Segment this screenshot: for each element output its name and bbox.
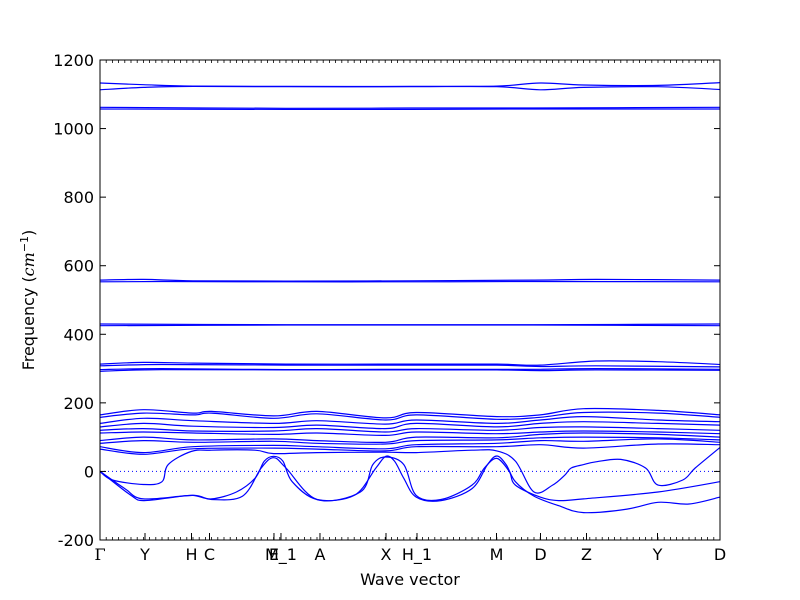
x-axis-label: Wave vector (360, 570, 460, 589)
band-line-17 (99, 426, 721, 433)
band-line-8 (99, 324, 721, 327)
y-axis-label-text: Frequency ( (19, 276, 38, 370)
x-tick-label: M (490, 545, 504, 564)
y-axis-label-unit: cm (19, 252, 38, 276)
band-line-11 (99, 367, 721, 371)
band-line-10 (99, 363, 721, 368)
y-tick-layer: -200 0 200 400 600 800 1000 1200 (53, 51, 720, 550)
band-line-9 (99, 360, 721, 366)
plot-area-frame (99, 59, 721, 541)
band-line-25 (99, 455, 721, 514)
band-line-21 (99, 438, 721, 454)
band-line-14 (99, 411, 721, 421)
x-tick-label: C (204, 545, 215, 564)
x-tick-label: E (269, 545, 279, 564)
band-line-24 (99, 456, 721, 502)
band-line-2 (99, 85, 721, 91)
y-tick-label: 600 (63, 257, 94, 276)
band-line-23 (99, 446, 721, 494)
y-tick-label: 400 (63, 325, 94, 344)
band-line-22 (99, 443, 721, 455)
x-tick-label: H_1 (402, 545, 432, 565)
y-axis-label: Frequency (cm−1) (18, 230, 38, 371)
y-tick-label: -200 (58, 531, 94, 550)
y-tick-label: 800 (63, 188, 94, 207)
y-tick-label: 1200 (53, 51, 94, 70)
y-tick-label: 1000 (53, 120, 94, 139)
band-line-3 (99, 106, 721, 109)
y-tick-label: 200 (63, 394, 94, 413)
x-tick-label: Γ (94, 545, 105, 564)
x-tick-label: Z (581, 545, 592, 564)
x-tick-label: Y (652, 545, 663, 564)
band-line-13 (99, 407, 721, 419)
x-tick-label: D (534, 545, 546, 564)
x-tick-label: A (314, 545, 325, 564)
x-tick-label: X (381, 545, 392, 564)
band-line-18 (99, 430, 721, 437)
x-tick-label: H (185, 545, 197, 564)
y-tick-label: 0 (84, 462, 94, 481)
band-line-5 (99, 278, 721, 282)
band-line-16 (99, 421, 721, 430)
x-tick-label: Y (139, 545, 150, 564)
y-axis-label-close: ) (19, 230, 38, 236)
band-line-19 (99, 432, 721, 444)
band-line-20 (99, 436, 721, 445)
band-line-15 (99, 415, 721, 425)
series-layer (99, 82, 721, 514)
y-axis-label-exponent: −1 (18, 236, 31, 252)
x-tick-label: M_1 (265, 545, 297, 565)
band-line-12 (99, 368, 721, 372)
x-tick-label: D (714, 545, 726, 564)
